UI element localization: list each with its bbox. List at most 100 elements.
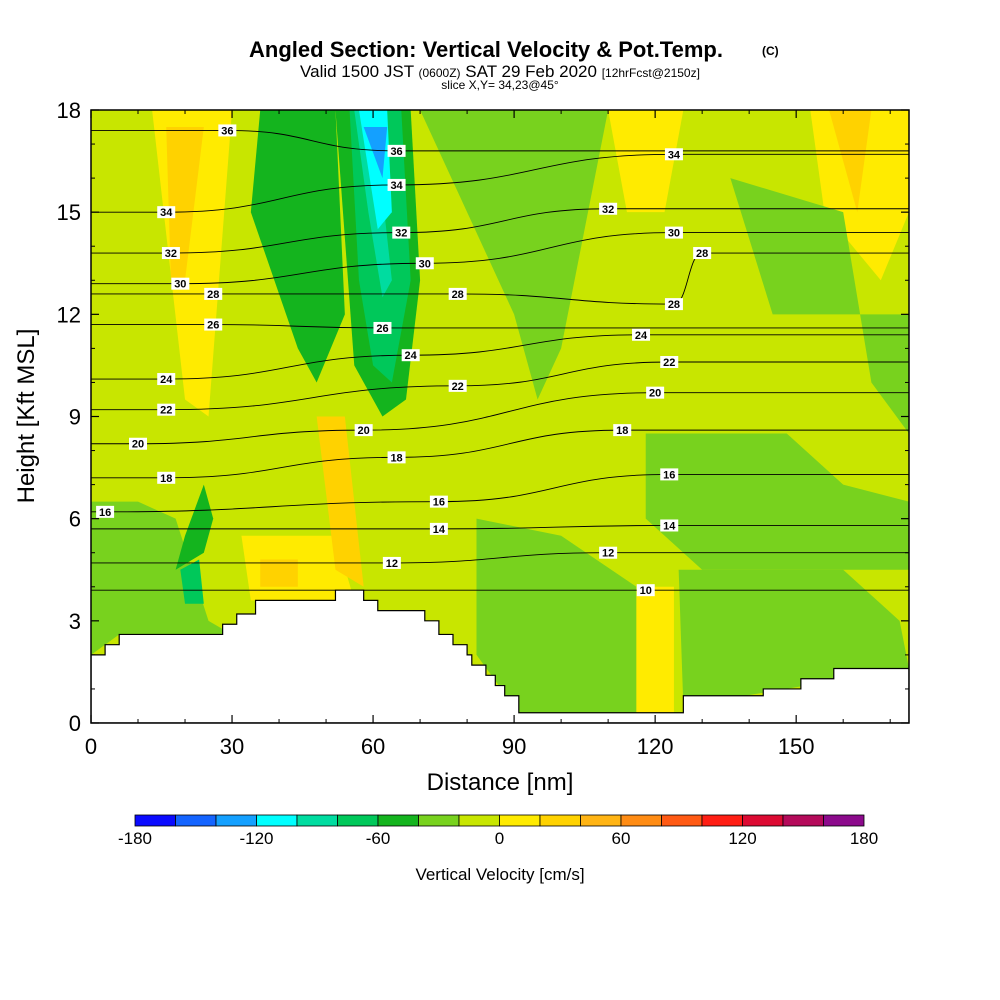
contour-label-text: 22 <box>663 357 675 369</box>
colorbar-tick-label: 0 <box>495 829 504 848</box>
contour-label: 32 <box>599 202 618 216</box>
colorbar-segment <box>418 814 460 827</box>
velocity-region <box>316 416 364 587</box>
y-tick-label: 6 <box>69 507 81 532</box>
colorbar-tick-label: 120 <box>728 829 756 848</box>
contour-line <box>91 552 909 564</box>
colorbar-tick-label: -180 <box>118 829 152 848</box>
colorbar-segment <box>296 814 338 827</box>
velocity-region <box>631 586 674 713</box>
contour-label: 16 <box>660 468 679 481</box>
contour-label-text: 34 <box>668 149 681 161</box>
colorbar-segment <box>377 814 419 827</box>
colorbar-segment <box>499 814 541 827</box>
velocity-region <box>810 110 909 281</box>
contour-line <box>91 129 909 152</box>
contour-label: 20 <box>129 437 148 451</box>
contour-label: 24 <box>401 349 420 362</box>
contour-label-text: 14 <box>433 524 446 536</box>
velocity-region <box>829 110 872 213</box>
contour-label: 10 <box>636 584 655 597</box>
colorbar-tick-label: -60 <box>366 829 391 848</box>
velocity-region <box>260 559 298 587</box>
chart-title-mark: (C) <box>762 44 779 58</box>
contour-label: 32 <box>161 247 180 260</box>
contour-label-text: 28 <box>696 248 708 260</box>
contour-label-text: 24 <box>160 374 173 386</box>
velocity-region <box>250 110 345 383</box>
contour-label-text: 36 <box>221 125 233 137</box>
colorbar-tick-label: 180 <box>850 829 878 848</box>
velocity-region <box>363 127 388 179</box>
contour-label: 36 <box>218 124 237 137</box>
contour-label-text: 18 <box>160 473 172 485</box>
contour-label: 14 <box>660 519 679 532</box>
contour-label: 12 <box>382 556 401 570</box>
contour-label: 32 <box>392 226 411 240</box>
contour-label-text: 28 <box>207 289 219 301</box>
contour-label: 28 <box>448 287 467 301</box>
contour-label: 28 <box>693 247 712 260</box>
contour-label: 18 <box>157 471 176 485</box>
colorbar-label: Vertical Velocity [cm/s] <box>415 865 584 884</box>
contour-label-text: 26 <box>376 323 388 335</box>
contour-label: 28 <box>204 287 223 301</box>
velocity-region <box>420 110 609 400</box>
contour-label-text: 36 <box>390 146 402 158</box>
velocity-region <box>354 110 392 298</box>
contour-label-text: 24 <box>635 330 648 342</box>
y-tick-label: 0 <box>69 711 81 736</box>
colorbar-segment <box>175 814 217 827</box>
contour-label-text: 10 <box>640 585 652 597</box>
contour-label: 34 <box>387 178 406 192</box>
contour-label: 20 <box>354 424 373 437</box>
velocity-region <box>91 501 233 655</box>
x-tick-label: 0 <box>85 734 97 759</box>
velocity-region <box>180 559 204 604</box>
contour-label-text: 34 <box>160 207 173 219</box>
contour-label: 30 <box>415 257 434 270</box>
contour-label-text: 12 <box>602 548 614 560</box>
contour-label-text: 20 <box>649 388 661 400</box>
y-tick-label: 12 <box>57 302 81 327</box>
x-tick-label: 120 <box>637 734 674 759</box>
contour-label-text: 16 <box>99 507 111 519</box>
colorbar-tick-label: -120 <box>239 829 273 848</box>
contour-label-text: 16 <box>663 469 675 481</box>
contour-label: 14 <box>429 522 448 536</box>
velocity-region <box>175 484 214 570</box>
contour-label: 18 <box>613 424 632 437</box>
plot-area: 36 36 34 34 34 32 32 32 30 30 30 28 28 28 28 26 26 24 24 24… <box>91 110 909 723</box>
contour-label: 26 <box>204 318 223 332</box>
contour-label-text: 22 <box>452 381 464 393</box>
contour-line <box>91 525 909 530</box>
contour-line <box>91 324 909 329</box>
contour-label: 24 <box>157 373 176 386</box>
contour-label: 28 <box>664 298 683 311</box>
y-tick-label: 9 <box>69 405 81 430</box>
contour-label: 16 <box>429 495 448 509</box>
velocity-region <box>476 518 637 713</box>
colorbar-segment <box>134 814 176 827</box>
contour-label: 16 <box>96 505 115 519</box>
y-tick-label: 3 <box>69 609 81 634</box>
contour-label: 24 <box>632 328 651 342</box>
contour-label-text: 18 <box>390 452 402 464</box>
colorbar-segment <box>215 814 257 827</box>
contour-label-text: 32 <box>165 248 177 260</box>
velocity-region <box>730 178 909 434</box>
contour-label: 18 <box>387 451 406 464</box>
contour-label-text: 34 <box>390 180 403 192</box>
colorbar-segment <box>256 814 298 827</box>
contour-label: 22 <box>448 379 467 393</box>
contour-label: 22 <box>660 356 679 369</box>
colorbar-tick-label: 60 <box>612 829 631 848</box>
contour-label-text: 32 <box>602 204 614 216</box>
contour-labels: 36 36 34 34 34 32 32 32 30 30 30 28 28 28 28 26 26 24 24 24… <box>96 124 712 597</box>
contour-label: 30 <box>171 277 190 291</box>
contour-label: 30 <box>664 226 683 240</box>
contour-label-text: 12 <box>386 558 398 570</box>
contour-label-text: 32 <box>395 228 407 240</box>
